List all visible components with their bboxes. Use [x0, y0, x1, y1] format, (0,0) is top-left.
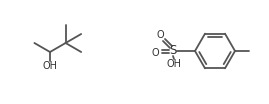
Text: S: S: [169, 45, 177, 58]
Text: O: O: [156, 30, 164, 40]
Text: O: O: [151, 48, 159, 58]
Text: OH: OH: [43, 61, 58, 71]
Text: OH: OH: [167, 59, 182, 69]
